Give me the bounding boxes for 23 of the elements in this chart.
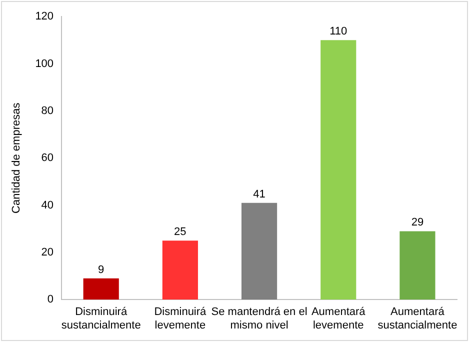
bar (162, 240, 198, 300)
x-tick-label: Disminuirá levemente (154, 306, 208, 332)
y-tick-label: 0 (47, 294, 54, 306)
x-tick-label: Disminuirá sustancialmente (61, 306, 141, 332)
data-label: 41 (253, 188, 266, 200)
y-axis-title: Cantidad de empresas (10, 102, 23, 214)
bar (320, 40, 356, 300)
x-tick-label: Se mantendrá en el mismo nivel (211, 306, 308, 332)
x-tick-label: Aumentará levemente (311, 306, 366, 332)
data-label: 110 (330, 26, 348, 38)
y-tick-label: 20 (41, 246, 54, 258)
y-tick-label: 120 (35, 10, 54, 23)
bar (400, 231, 436, 300)
bar (241, 202, 278, 300)
y-tick-label: 60 (41, 152, 54, 164)
data-label: 9 (98, 264, 104, 276)
y-tick-label: 100 (35, 58, 54, 70)
y-tick-label: 80 (41, 104, 54, 117)
data-label: 29 (411, 216, 424, 229)
bar (83, 278, 119, 300)
x-tick-label: Aumentará sustancialmente (378, 306, 458, 332)
data-label: 25 (174, 226, 186, 238)
y-tick-label: 40 (41, 199, 54, 212)
